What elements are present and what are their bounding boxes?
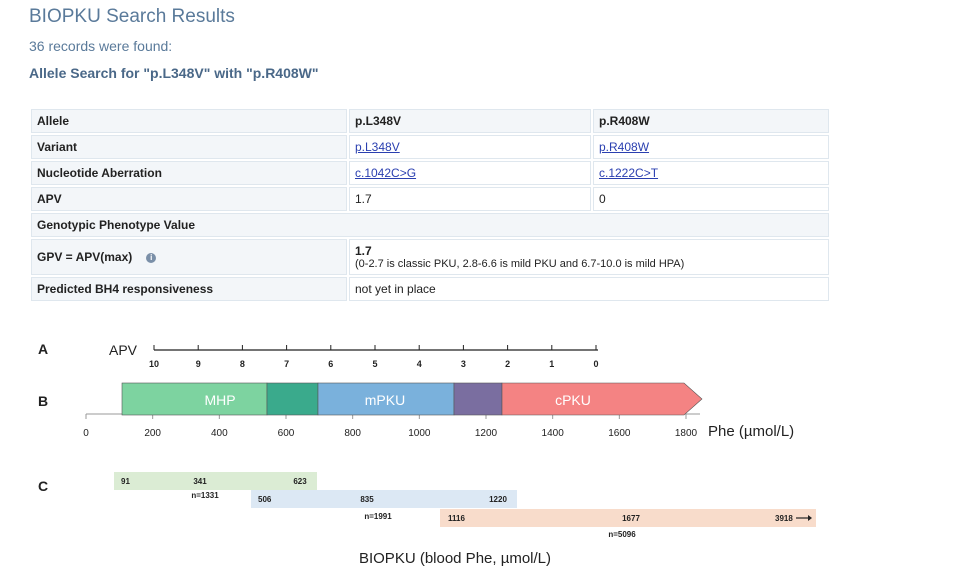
phe-tick-label: 400 <box>211 428 228 439</box>
variant-label: Variant <box>31 135 347 159</box>
allele-label: Allele <box>31 109 347 133</box>
gpv-header: Genotypic Phenotype Value <box>31 213 829 237</box>
apv-1: 1.7 <box>349 187 591 211</box>
variant-2-link[interactable]: p.R408W <box>599 140 650 154</box>
apv-tick-label: 3 <box>461 359 466 369</box>
gpv-note: (0-2.7 is classic PKU, 2.8-6.6 is mild P… <box>355 257 685 270</box>
phe-tick-label: 800 <box>344 428 361 439</box>
range-bar-mpku <box>251 490 517 508</box>
nucleotide-2-link[interactable]: c.1222C>T <box>599 166 659 180</box>
range-mhp-n: n=1331 <box>191 491 219 500</box>
apv-tick-label: 8 <box>240 359 245 369</box>
table-row-allele: Allele p.L348V p.R408W <box>31 109 829 133</box>
table-row-variant: Variant p.L348V p.R408W <box>31 135 829 159</box>
gpv-value: 1.7 <box>355 243 372 258</box>
phe-tick-label: 200 <box>144 428 161 439</box>
phe-tick-label: 600 <box>278 428 295 439</box>
phe-tick-label: 1600 <box>608 428 631 439</box>
bh4-label: Predicted BH4 responsiveness <box>31 277 347 301</box>
apv-tick-label: 7 <box>284 359 289 369</box>
band-mpku-cpku-overlap <box>453 382 503 416</box>
phe-tick-label: 1800 <box>675 428 698 439</box>
row-a-label: A <box>38 341 48 357</box>
variant-1-link[interactable]: p.L348V <box>355 140 400 154</box>
band-cpku-label: cPKU <box>555 392 591 408</box>
apv-ticks: 10 9 8 7 6 5 4 3 2 1 0 <box>149 345 599 369</box>
apv-tick-label: 6 <box>328 359 333 369</box>
table-row-apv: APV 1.7 0 <box>31 187 829 211</box>
results-table: Allele p.L348V p.R408W Variant p.L348V p… <box>29 107 831 303</box>
range-mpku-median: 835 <box>360 495 374 504</box>
apv-label: APV <box>31 187 347 211</box>
page-title: BIOPKU Search Results <box>29 6 235 27</box>
row-c-label: C <box>38 478 48 494</box>
band-cpku <box>501 382 703 416</box>
phe-tick-label: 1200 <box>475 428 498 439</box>
apv-tick-label: 2 <box>505 359 510 369</box>
range-cpku-median: 1677 <box>622 514 640 523</box>
phe-ticks: 0 200 400 600 800 1000 1200 1400 1600 1800 <box>83 414 698 439</box>
search-title: Allele Search for "p.L348V" with "p.R408… <box>29 65 319 81</box>
phe-tick-label: 0 <box>83 428 89 439</box>
table-row-bh4: Predicted BH4 responsiveness not yet in … <box>31 277 829 301</box>
nucleotide-1-link[interactable]: c.1042C>G <box>355 166 417 180</box>
phe-axis-label: Phe (µmol/L) <box>708 423 794 440</box>
apv-tick-label: 10 <box>149 359 159 369</box>
range-cpku-max: 3918 <box>775 514 793 523</box>
range-bar-cpku <box>440 509 816 527</box>
range-mhp-max: 623 <box>293 477 307 486</box>
apv-tick-label: 0 <box>593 359 598 369</box>
apv-tick-label: 1 <box>549 359 554 369</box>
info-icon[interactable]: i <box>146 253 157 263</box>
row-b-label: B <box>38 393 48 409</box>
apv-tick-label: 4 <box>417 359 422 369</box>
allele-1: p.L348V <box>349 109 591 133</box>
band-mpku <box>317 382 455 416</box>
phenotype-figure: A B C APV 10 9 8 7 6 5 4 3 2 1 0 0 200 400 600 800 1000… <box>38 341 816 567</box>
range-cpku-n: n=5096 <box>608 530 636 539</box>
band-mhp <box>121 382 268 416</box>
range-mpku-max: 1220 <box>489 495 507 504</box>
allele-2: p.R408W <box>593 109 829 133</box>
table-row-gpv: GPV = APV(max) i 1.7 (0-2.7 is classic PK… <box>31 239 829 275</box>
range-cpku-min: 1116 <box>448 514 465 523</box>
range-mhp-min: 91 <box>121 477 130 486</box>
apv-2: 0 <box>593 187 829 211</box>
bh4-value: not yet in place <box>349 277 829 301</box>
records-count: 36 records were found: <box>29 38 173 54</box>
apv-axis-label: APV <box>109 342 138 358</box>
arrow-right-icon <box>796 515 812 521</box>
range-bar-mhp <box>114 472 317 490</box>
band-mhp-mpku-overlap <box>266 382 319 416</box>
phe-tick-label: 1000 <box>408 428 431 439</box>
band-mhp-label: MHP <box>204 392 235 408</box>
apv-tick-label: 5 <box>372 359 377 369</box>
table-row-nucleotide: Nucleotide Aberration c.1042C>G c.1222C>… <box>31 161 829 185</box>
apv-tick-label: 9 <box>196 359 201 369</box>
range-mpku-min: 506 <box>258 495 272 504</box>
phe-tick-label: 1400 <box>542 428 565 439</box>
range-mpku-n: n=1991 <box>364 512 392 521</box>
figure-caption: BIOPKU (blood Phe, µmol/L) <box>359 550 551 567</box>
range-mhp-median: 341 <box>193 477 207 486</box>
table-row-gpv-header: Genotypic Phenotype Value <box>31 213 829 237</box>
band-mpku-label: mPKU <box>365 392 405 408</box>
nucleotide-label: Nucleotide Aberration <box>31 161 347 185</box>
gpv-label: GPV = APV(max) <box>37 250 133 264</box>
